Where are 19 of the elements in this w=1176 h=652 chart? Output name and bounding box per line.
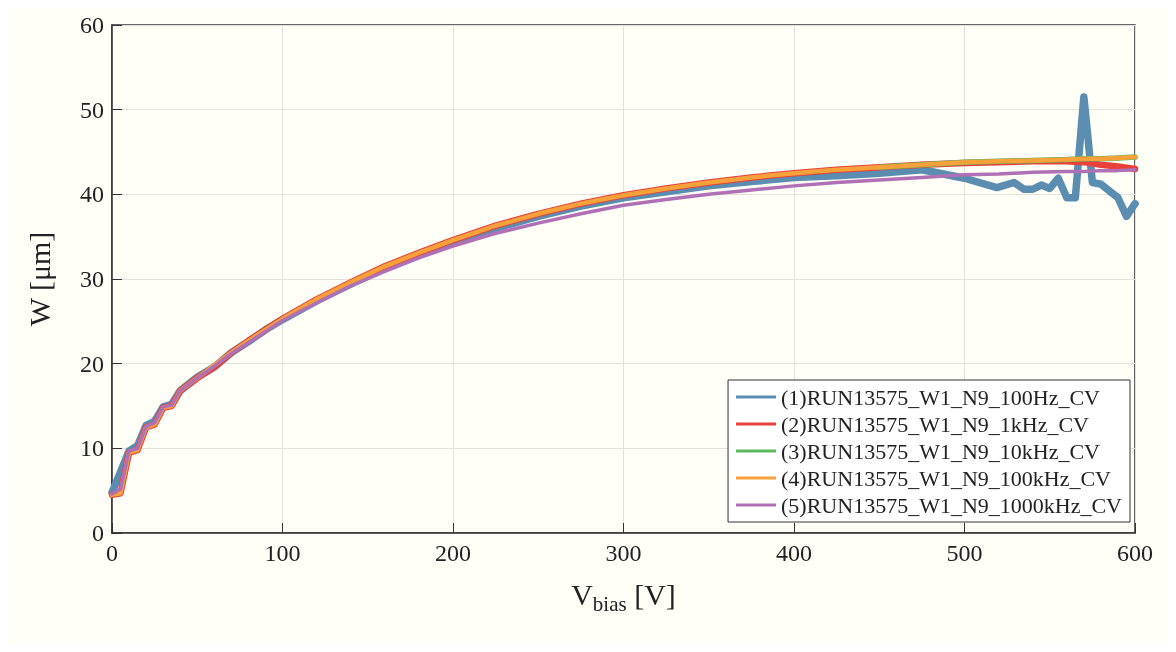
y-tick-label: 20 (80, 350, 104, 377)
y-tick-label: 40 (80, 181, 104, 208)
legend-label: (1)RUN13575_W1_N9_100Hz_CV (781, 384, 1101, 410)
x-tick-label: 500 (946, 540, 983, 566)
y-axis-title: W [μm] (22, 231, 56, 327)
legend-label: (5)RUN13575_W1_N9_1000kHz_CV (781, 492, 1123, 518)
x-tick-label: 600 (1117, 540, 1153, 566)
y-tick-label: 50 (80, 96, 104, 123)
y-tick-label: 30 (80, 266, 104, 292)
x-tick-label: 400 (776, 540, 812, 566)
legend-label: (2)RUN13575_W1_N9_1kHz_CV (781, 411, 1090, 437)
x-tick-label: 100 (264, 540, 301, 566)
y-tick-label: 0 (92, 520, 104, 546)
legend-label: (4)RUN13575_W1_N9_100kHz_CV (781, 465, 1112, 491)
x-tick-label: 200 (435, 540, 471, 566)
x-tick-label: 300 (605, 540, 642, 566)
y-tick-label: 10 (80, 435, 104, 462)
y-tick-label: 60 (80, 12, 104, 38)
legend-label: (3)RUN13575_W1_N9_10kHz_CV (781, 438, 1101, 464)
